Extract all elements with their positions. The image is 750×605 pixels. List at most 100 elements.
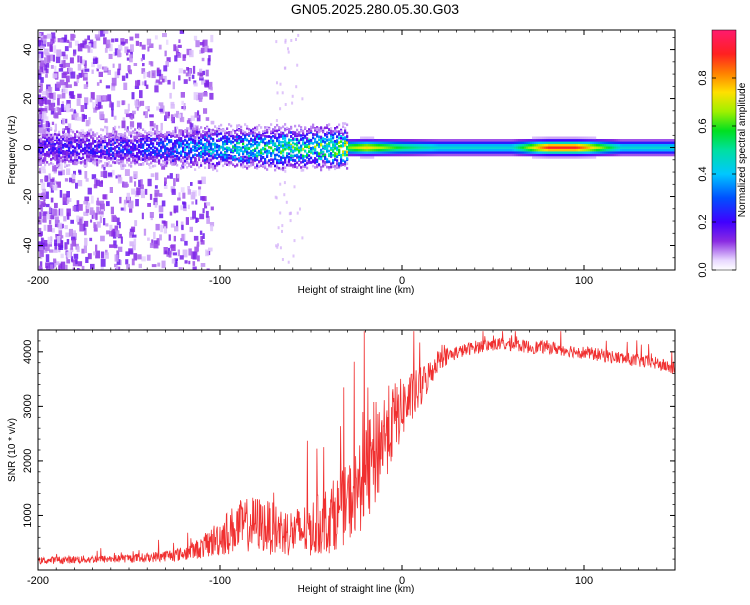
ridge-cell [374, 146, 377, 149]
noise-cell [287, 47, 289, 51]
ridge-cell [416, 148, 419, 152]
noise-cell [39, 219, 44, 223]
ridge-cell [130, 148, 133, 151]
noise-cell [66, 199, 70, 204]
ridge-cell [570, 146, 573, 149]
ridge-cell [84, 149, 87, 153]
ridge-cell [58, 142, 61, 146]
ridge-cell [582, 146, 585, 149]
ridge-cell [650, 143, 653, 147]
noise-cell [45, 121, 50, 128]
ridge-cell [120, 154, 123, 157]
ridge-cell [42, 150, 45, 153]
ridge-cell [242, 158, 245, 161]
ridge-cell [254, 149, 257, 152]
ridge-cell [146, 134, 149, 138]
ridge-cell [558, 156, 561, 159]
ridge-cell [256, 146, 259, 149]
ridge-cell [522, 148, 525, 152]
ridge-cell [448, 139, 451, 142]
ridge-cell [572, 151, 575, 154]
ridge-cell [174, 158, 177, 161]
ridge-cell [130, 126, 133, 130]
ridge-cell [382, 143, 385, 147]
ridge-cell [216, 156, 219, 160]
ridge-cell [256, 137, 259, 140]
ridge-cell [602, 148, 605, 152]
ridge-cell [44, 146, 47, 150]
ridge-cell [88, 132, 91, 135]
ridge-cell [128, 144, 131, 148]
ridge-cell [176, 154, 179, 158]
ridge-cell [280, 131, 283, 134]
ridge-cell [370, 143, 373, 147]
noise-cell [45, 203, 50, 208]
ridge-cell [330, 162, 333, 165]
ridge-cell [412, 139, 415, 142]
noise-cell [158, 205, 164, 213]
ridge-cell [54, 137, 57, 140]
ridge-cell [528, 146, 531, 149]
ridge-cell [278, 150, 281, 154]
ridge-cell [474, 151, 477, 154]
ridge-cell [484, 151, 487, 154]
ridge-cell [380, 141, 383, 144]
ridge-cell [318, 163, 321, 166]
ridge-cell [306, 130, 309, 133]
noise-cell [292, 144, 295, 148]
ridge-cell [240, 135, 243, 139]
ridge-cell [204, 161, 207, 165]
ridge-cell [236, 128, 239, 132]
ridge-cell [652, 146, 655, 149]
colorbar-label: Normalized spectral amplitude [737, 82, 748, 217]
ridge-cell [200, 164, 203, 167]
ridge-cell [64, 144, 67, 148]
ridge-cell [42, 153, 45, 156]
noise-cell [71, 236, 76, 241]
noise-cell [130, 115, 133, 120]
noise-cell [168, 234, 171, 241]
ridge-cell [170, 155, 173, 159]
ridge-cell [562, 143, 565, 147]
ridge-cell [476, 148, 479, 152]
ridge-cell [498, 151, 501, 154]
ridge-cell [256, 166, 259, 170]
ridge-cell [322, 162, 325, 165]
ridge-cell [610, 139, 613, 142]
ridge-cell [670, 143, 673, 147]
ridge-cell [278, 154, 281, 158]
ridge-cell [116, 161, 119, 164]
ridge-cell [92, 140, 95, 143]
ridge-cell [494, 146, 497, 149]
ridge-cell [90, 149, 93, 153]
ridge-cell [64, 133, 67, 136]
ridge-cell [654, 148, 657, 152]
ridge-cell [302, 165, 305, 168]
noise-cell [171, 258, 176, 264]
ridge-cell [72, 139, 75, 142]
ridge-cell [76, 142, 79, 146]
ridge-cell [218, 139, 221, 142]
noise-cell [199, 230, 203, 235]
ridge-cell [596, 153, 599, 157]
noise-cell [202, 70, 206, 76]
ridge-cell [602, 141, 605, 144]
ridge-cell [74, 155, 77, 158]
noise-cell [46, 182, 52, 187]
noise-cell [132, 110, 136, 115]
ridge-cell [456, 148, 459, 152]
ridge-cell [180, 160, 183, 163]
ridge-cell [86, 137, 89, 141]
ridge-cell [384, 146, 387, 149]
ridge-cell [214, 166, 217, 170]
ridge-cell [226, 137, 229, 141]
ridge-cell [598, 139, 601, 142]
ridge-cell [298, 149, 301, 153]
ridge-cell [542, 148, 545, 152]
chart-title: GN05.2025.280.05.30.G03 [291, 1, 459, 17]
ridge-cell [570, 139, 573, 142]
ridge-cell [272, 151, 275, 155]
noise-cell [81, 69, 84, 78]
ridge-cell [508, 151, 511, 154]
noise-cell [49, 44, 53, 52]
